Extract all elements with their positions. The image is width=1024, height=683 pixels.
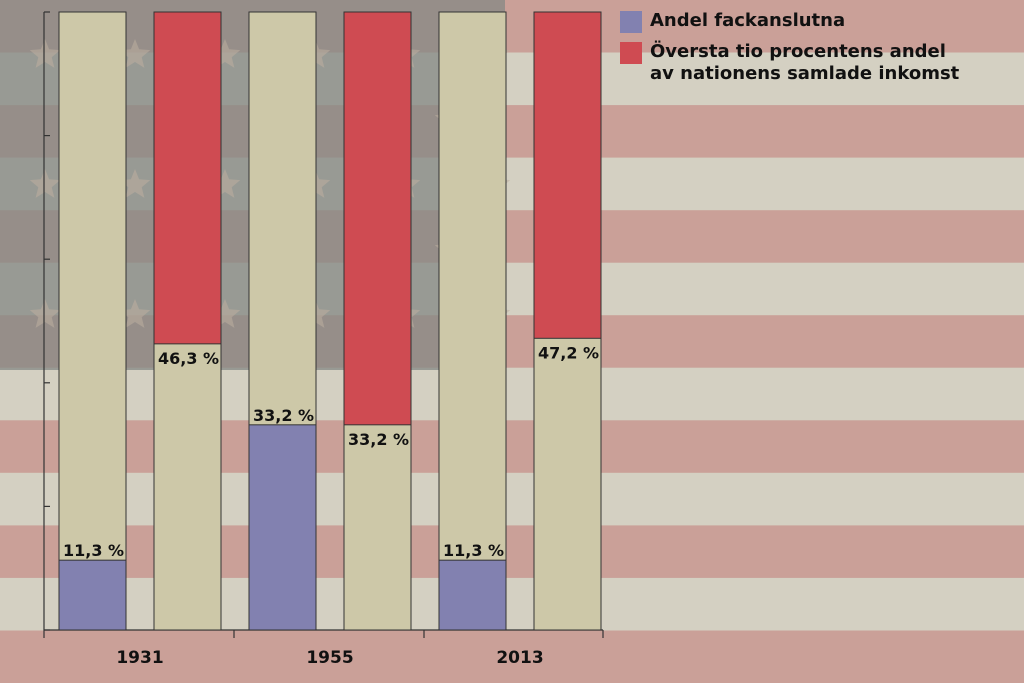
bar-top-ten-share: [533, 11, 602, 339]
bar-top-ten-share: [343, 11, 412, 426]
bar-value-label: 33,2 %: [348, 430, 409, 449]
flag-star-icon: [29, 169, 61, 198]
x-tick-label: 1931: [116, 648, 163, 668]
legend: Andel fackanslutna Översta tio procenten…: [620, 10, 1020, 93]
bar-value-label: 11,3 %: [63, 541, 124, 560]
bar-top-ten-share: [153, 11, 222, 345]
legend-item-top-ten: Översta tio procentens andel av nationen…: [620, 41, 1020, 85]
bar-union-share: [248, 424, 317, 631]
bar-value-label: 47,2 %: [538, 343, 599, 362]
legend-label-top-ten: Översta tio procentens andel av nationen…: [650, 41, 960, 84]
legend-swatch-top-ten: [620, 42, 642, 64]
legend-label-union: Andel fackanslutna: [650, 10, 846, 31]
bar-labels-group: 11,3 % 46,3 % 33,2 % 33,2 % 11,3 % 47,2 %: [63, 343, 599, 560]
x-tick-label: 2013: [496, 648, 543, 668]
bar-value-label: 11,3 %: [443, 541, 504, 560]
bar-union-share: [438, 559, 507, 631]
flag-star-icon: [209, 299, 241, 328]
bar-value-label: 33,2 %: [253, 406, 314, 425]
flag-star-icon: [119, 169, 151, 198]
flag-star-icon: [119, 299, 151, 328]
flag-star-icon: [119, 39, 151, 68]
bar-track: [58, 11, 127, 631]
bar-track: [438, 11, 507, 631]
bar-value-label: 46,3 %: [158, 349, 219, 368]
bars-group: [58, 11, 602, 631]
flag-star-icon: [209, 169, 241, 198]
flag-star-icon: [29, 299, 61, 328]
flag-star-icon: [209, 39, 241, 68]
y-axis: [43, 11, 604, 638]
legend-item-union: Andel fackanslutna: [620, 10, 1020, 33]
flag-star-icon: [29, 39, 61, 68]
bar-union-share: [58, 559, 127, 631]
x-tick-labels: 1931 1955 2013: [116, 648, 543, 668]
legend-swatch-union: [620, 11, 642, 33]
x-tick-label: 1955: [306, 648, 353, 668]
flag-stripe: [0, 630, 1024, 683]
